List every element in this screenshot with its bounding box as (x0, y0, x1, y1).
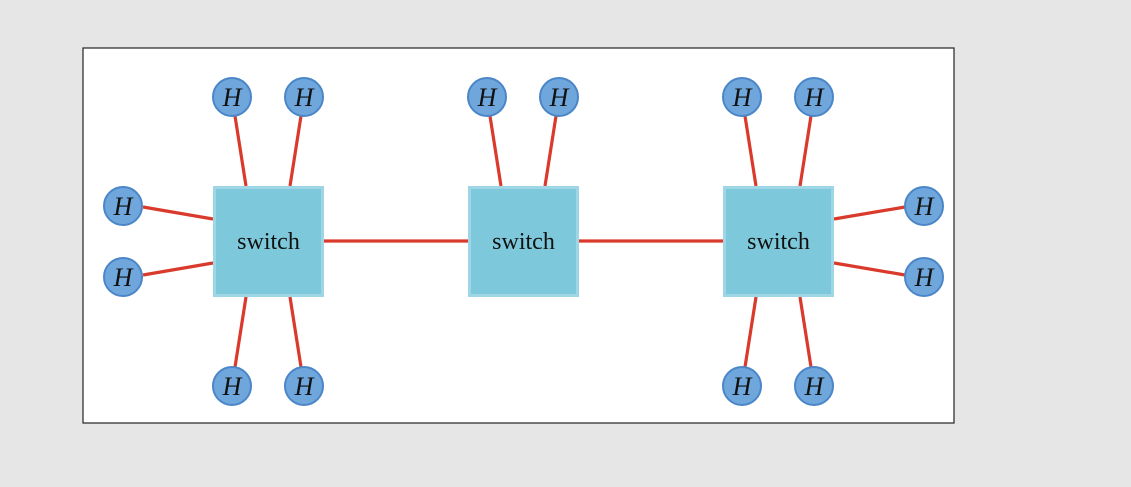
host-label: H (222, 372, 243, 401)
switch-node: switch (468, 186, 579, 297)
host-label: H (914, 263, 935, 292)
host-node: H (794, 77, 834, 117)
host-node: H (284, 77, 324, 117)
host-label: H (113, 263, 134, 292)
host-link (488, 115, 503, 187)
host-link (288, 296, 303, 368)
host-node: H (284, 366, 324, 406)
host-node: H (212, 366, 252, 406)
host-node: H (212, 77, 252, 117)
host-node: H (794, 366, 834, 406)
host-link (833, 261, 906, 277)
host-node: H (103, 186, 143, 226)
host-link (142, 205, 214, 221)
host-node: H (103, 257, 143, 297)
host-link (288, 115, 303, 187)
host-node: H (467, 77, 507, 117)
host-node: H (904, 257, 944, 297)
hosts-layer: H H H H H H H H (103, 77, 944, 406)
host-link (798, 115, 813, 187)
switches-layer: switch switch switch (213, 186, 834, 297)
host-node: H (722, 366, 762, 406)
host-label: H (294, 372, 315, 401)
host-link (833, 205, 906, 221)
switch-node: switch (213, 186, 324, 297)
switch-node: switch (723, 186, 834, 297)
host-link (543, 115, 558, 187)
host-link (233, 115, 248, 187)
host-link (743, 115, 758, 187)
host-node: H (722, 77, 762, 117)
host-label: H (914, 192, 935, 221)
host-label: H (477, 83, 498, 112)
host-label: H (732, 372, 753, 401)
switch-label: switch (747, 229, 810, 255)
host-label: H (549, 83, 570, 112)
host-label: H (732, 83, 753, 112)
host-node: H (904, 186, 944, 226)
host-label: H (804, 372, 825, 401)
host-label: H (222, 83, 243, 112)
host-link (233, 296, 248, 368)
host-label: H (294, 83, 315, 112)
host-label: H (113, 192, 134, 221)
host-link (743, 296, 758, 368)
host-link (142, 261, 214, 277)
switch-label: switch (237, 229, 300, 255)
links-layer (142, 115, 906, 368)
host-label: H (804, 83, 825, 112)
host-node: H (539, 77, 579, 117)
switch-label: switch (492, 229, 555, 255)
host-link (798, 296, 813, 368)
